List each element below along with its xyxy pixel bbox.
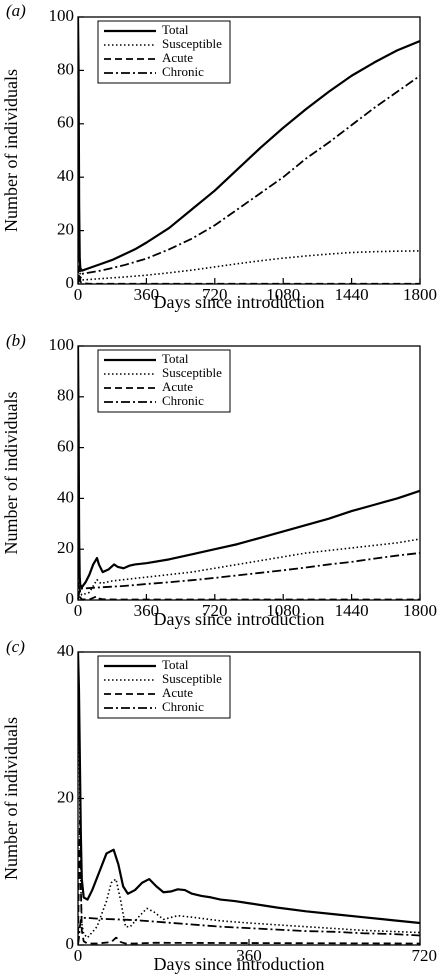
x-tick-label: 1800 xyxy=(403,601,437,620)
y-tick-label: 0 xyxy=(66,934,75,953)
x-tick-label: 360 xyxy=(236,946,262,965)
legend-label: Susceptible xyxy=(162,36,222,51)
legend-label: Total xyxy=(162,351,189,366)
legend-label: Chronic xyxy=(162,393,204,408)
panel-label: (b) xyxy=(6,331,26,350)
y-tick-label: 100 xyxy=(49,6,75,25)
legend-label: Acute xyxy=(162,685,193,700)
chart-panel-b: (b) 0 20 40 60 80 100 0 360 720 1080 1440 1800 Days s… xyxy=(1,331,437,629)
series-line-acute xyxy=(78,229,420,284)
y-tick-label: 20 xyxy=(57,538,74,557)
series-line-acute xyxy=(78,819,420,945)
x-tick-label: 1080 xyxy=(266,601,300,620)
x-axis-title: Days since introduction xyxy=(154,292,325,312)
y-tick-label: 80 xyxy=(57,386,74,405)
panel-label: (c) xyxy=(6,637,25,656)
y-tick-label: 20 xyxy=(57,787,74,806)
y-axis-title: Number of individuals xyxy=(1,392,21,555)
legend-label: Acute xyxy=(162,50,193,65)
series-line-acute xyxy=(78,553,420,600)
series-line-chronic xyxy=(78,552,420,600)
series-line-chronic xyxy=(78,917,420,945)
y-tick-label: 80 xyxy=(57,59,74,78)
y-tick-label: 40 xyxy=(57,166,74,185)
series-line-total xyxy=(78,652,420,925)
x-tick-label: 720 xyxy=(202,285,228,304)
y-tick-label: 20 xyxy=(57,220,74,239)
legend-label: Total xyxy=(162,657,189,672)
x-axis-title: Days since introduction xyxy=(154,609,325,629)
x-tick-label: 360 xyxy=(134,285,160,304)
y-axis-title: Number of individuals xyxy=(1,69,21,232)
y-tick-label: 0 xyxy=(66,273,75,292)
series-line-chronic xyxy=(78,75,420,284)
x-tick-label: 720 xyxy=(202,601,228,620)
x-tick-label: 1440 xyxy=(335,601,369,620)
legend-label: Susceptible xyxy=(162,671,222,686)
legend-label: Chronic xyxy=(162,699,204,714)
y-tick-label: 60 xyxy=(57,437,74,456)
y-tick-label: 0 xyxy=(66,589,75,608)
x-tick-label: 720 xyxy=(412,946,438,965)
panel-label: (a) xyxy=(6,1,26,20)
legend-label: Total xyxy=(162,22,189,37)
y-tick-label: 40 xyxy=(57,641,74,660)
legend-label: Chronic xyxy=(162,64,204,79)
chart-panel-a: (a) 0 20 40 60 80 100 0 360 720 1080 1440 1800 Days s… xyxy=(1,1,437,312)
x-tick-label: 0 xyxy=(74,946,83,965)
legend-label: Acute xyxy=(162,379,193,394)
x-tick-label: 1440 xyxy=(335,285,369,304)
y-tick-label: 60 xyxy=(57,113,74,132)
legend-label: Susceptible xyxy=(162,365,222,380)
x-axis-title: Days since introduction xyxy=(154,954,325,974)
x-tick-label: 1800 xyxy=(403,285,437,304)
x-tick-label: 1080 xyxy=(266,285,300,304)
chart-panel-c: (c) 0 20 40 0 360 720 Days since introduction Nu… xyxy=(1,637,437,974)
series-line-total xyxy=(78,346,420,589)
x-tick-label: 360 xyxy=(134,601,160,620)
x-tick-label: 0 xyxy=(74,285,83,304)
x-tick-label: 0 xyxy=(74,601,83,620)
y-axis-title: Number of individuals xyxy=(1,717,21,880)
y-tick-label: 40 xyxy=(57,487,74,506)
y-tick-label: 100 xyxy=(49,335,75,354)
